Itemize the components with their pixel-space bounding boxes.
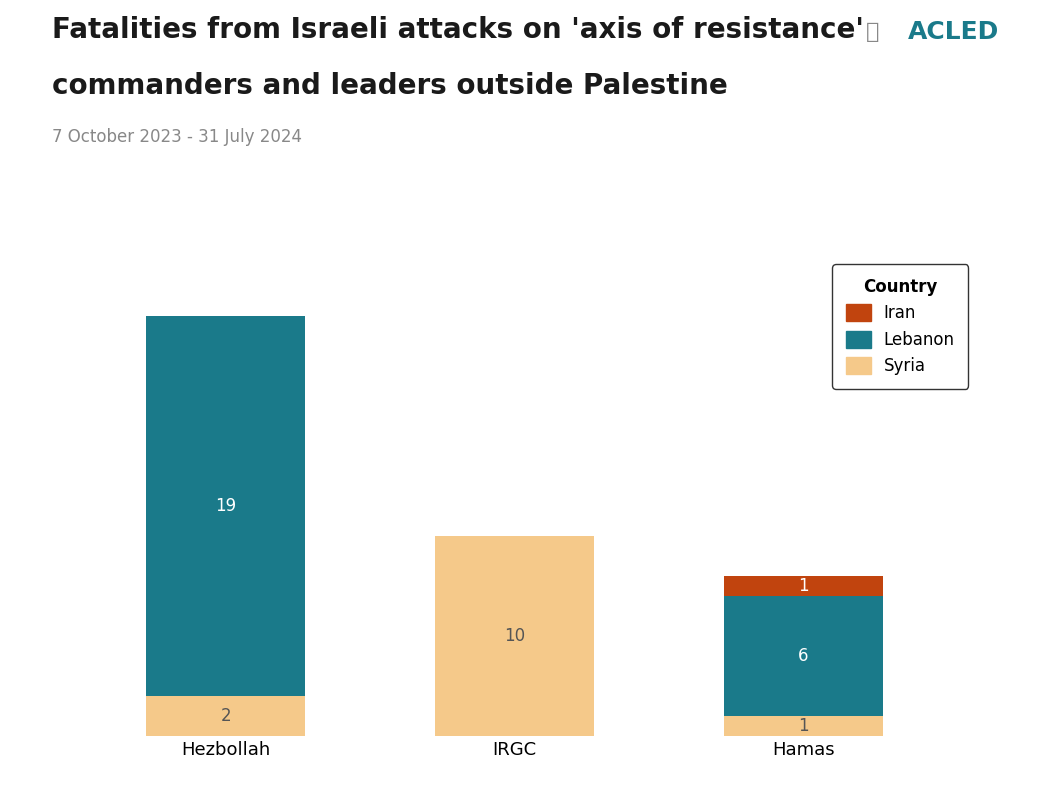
Text: 1: 1 [798, 577, 808, 595]
Text: 2: 2 [220, 707, 231, 725]
Text: 7 October 2023 - 31 July 2024: 7 October 2023 - 31 July 2024 [52, 128, 302, 146]
Bar [146, 696, 306, 736]
Text: commanders and leaders outside Palestine: commanders and leaders outside Palestine [52, 72, 729, 100]
Text: 10: 10 [504, 627, 525, 645]
Text: Fatalities from Israeli attacks on 'axis of resistance': Fatalities from Israeli attacks on 'axis… [52, 16, 864, 44]
Bar [146, 316, 306, 696]
Text: 6: 6 [798, 647, 808, 665]
Bar [723, 596, 883, 716]
Text: 1: 1 [798, 717, 808, 735]
Text: 🌍: 🌍 [866, 22, 880, 42]
Bar [435, 536, 594, 736]
Legend: Iran, Lebanon, Syria: Iran, Lebanon, Syria [833, 264, 968, 389]
Text: ACLED: ACLED [908, 20, 1000, 44]
Bar [723, 716, 883, 736]
Text: 19: 19 [215, 497, 236, 515]
Bar [723, 576, 883, 596]
